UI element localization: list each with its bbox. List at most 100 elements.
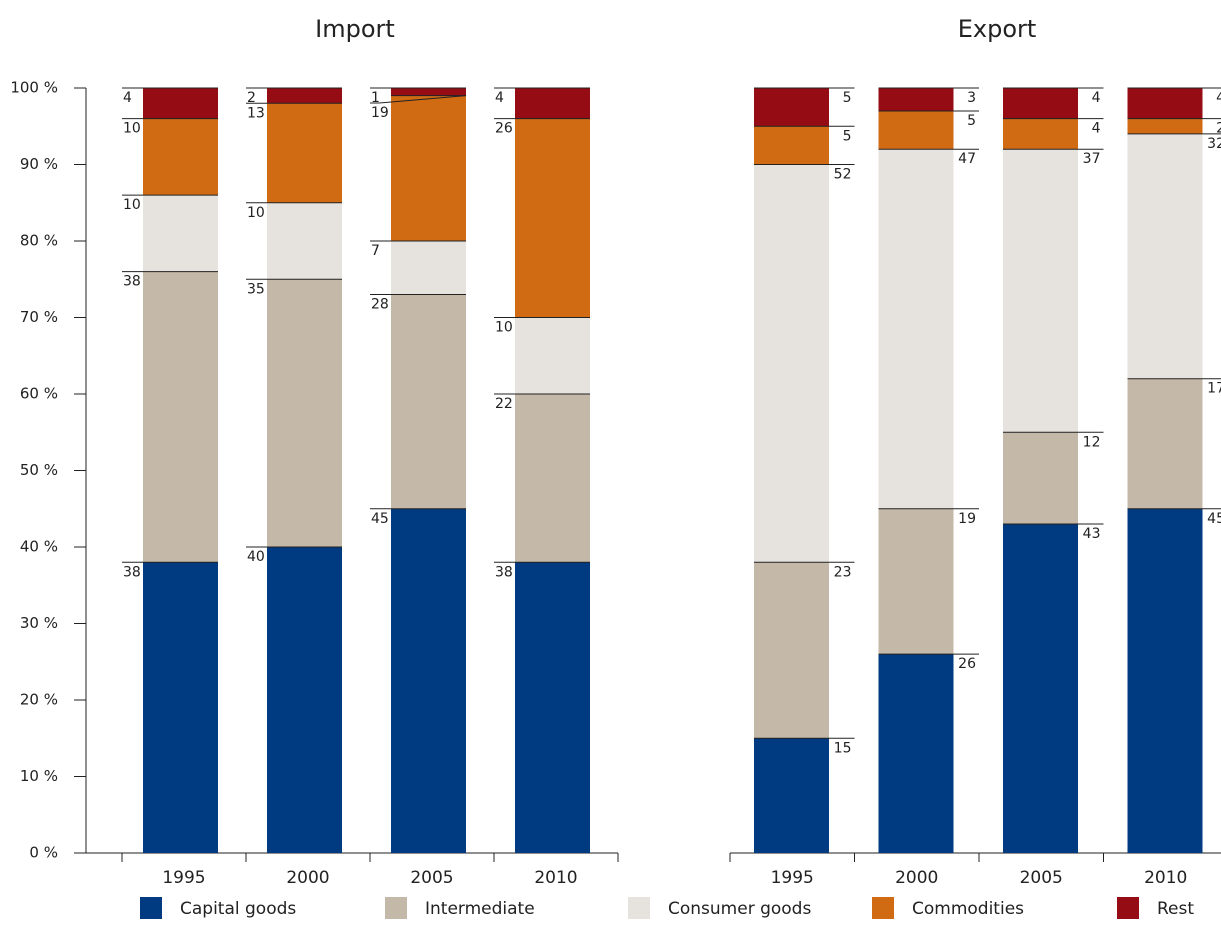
bar-segment (143, 271, 218, 563)
bar-segment (391, 88, 466, 96)
value-label: 38 (495, 564, 513, 580)
y-tick-label: 90 % (20, 155, 58, 173)
value-label: 3 (967, 90, 976, 106)
bar-segment (267, 279, 342, 547)
value-label: 5 (843, 128, 852, 144)
bar-segment (878, 508, 954, 655)
bar-segment (754, 126, 829, 165)
legend-swatch (872, 897, 894, 919)
value-label: 26 (495, 121, 513, 137)
bar-segment (1003, 524, 1078, 853)
bar-segment (754, 88, 829, 127)
value-label: 13 (247, 105, 265, 121)
leader-line (378, 95, 467, 104)
bar-segment (515, 88, 590, 119)
value-label: 43 (1083, 526, 1101, 542)
bar-segment (515, 317, 590, 394)
value-label: 35 (247, 281, 265, 297)
value-label: 28 (371, 297, 389, 313)
value-label: 23 (834, 564, 852, 580)
value-label: 22 (495, 396, 513, 412)
x-tick-label: 2010 (1144, 868, 1187, 888)
value-label: 4 (495, 90, 504, 106)
y-tick-label: 60 % (20, 385, 58, 403)
x-tick-label: 2005 (410, 868, 453, 888)
value-label: 1 (371, 90, 380, 106)
bar-segment (1127, 133, 1203, 379)
bar-segment (1127, 378, 1203, 509)
value-label: 10 (495, 320, 513, 336)
bar-segment (754, 738, 829, 853)
y-tick-label: 70 % (20, 308, 58, 326)
value-label: 38 (123, 564, 141, 580)
legend-label: Intermediate (425, 899, 535, 919)
bar-segment (267, 202, 342, 280)
bar-segment (515, 118, 590, 318)
bar-segment (143, 118, 218, 196)
bar-segment (878, 88, 954, 111)
value-label: 45 (1207, 511, 1221, 527)
value-label: 32 (1207, 136, 1221, 152)
bar-segment (1003, 149, 1078, 433)
value-label: 47 (958, 151, 976, 167)
value-label: 4 (1092, 90, 1101, 106)
x-tick-label: 2000 (895, 868, 938, 888)
bar-segment (1127, 508, 1203, 853)
bar-segment (515, 394, 590, 563)
bar-segment (754, 164, 829, 563)
x-tick-label: 2010 (534, 868, 577, 888)
legend-swatch (1117, 897, 1139, 919)
bar-segment (391, 241, 466, 295)
y-tick-label: 80 % (20, 232, 58, 250)
bar-segment (1003, 88, 1078, 119)
chart-title: Export (958, 15, 1037, 43)
value-label: 10 (123, 197, 141, 213)
value-label: 12 (1083, 434, 1101, 450)
value-label: 19 (371, 105, 389, 121)
bar-segment (143, 88, 218, 119)
y-tick-label: 50 % (20, 461, 58, 479)
bar-segment (1003, 118, 1078, 150)
x-tick-label: 2000 (286, 868, 329, 888)
x-tick-label: 1995 (771, 868, 814, 888)
value-label: 5 (967, 113, 976, 129)
value-label: 45 (371, 511, 389, 527)
legend-swatch (628, 897, 650, 919)
y-tick-label: 0 % (29, 844, 58, 862)
y-tick-label: 10 % (20, 767, 58, 785)
value-label: 2 (247, 90, 256, 106)
legend-swatch (385, 897, 407, 919)
bar-segment (143, 195, 218, 272)
y-tick-label: 20 % (20, 691, 58, 709)
value-label: 37 (1083, 151, 1101, 167)
value-label: 4 (1092, 121, 1101, 137)
bar-segment (391, 95, 466, 242)
value-label: 17 (1207, 381, 1221, 397)
bar-segment (267, 547, 342, 853)
legend-label: Consumer goods (668, 899, 811, 919)
bar-segment (878, 110, 954, 150)
x-tick-label: 2005 (1020, 868, 1063, 888)
y-tick-label: 30 % (20, 614, 58, 632)
value-label: 4 (1216, 90, 1221, 106)
bar-segment (391, 508, 466, 853)
value-label: 5 (843, 90, 852, 106)
chart-title: Import (315, 15, 395, 43)
bar-segment (143, 562, 218, 853)
legend-label: Commodities (912, 899, 1024, 919)
y-tick-label: 40 % (20, 538, 58, 556)
value-label: 15 (834, 740, 852, 756)
value-label: 10 (247, 205, 265, 221)
value-label: 38 (123, 274, 141, 290)
bar-segment (754, 562, 829, 739)
bar-segment (878, 654, 954, 853)
value-label: 40 (247, 549, 265, 565)
value-label: 7 (371, 243, 380, 259)
y-tick-label: 100 % (10, 79, 58, 97)
value-label: 52 (834, 167, 852, 183)
legend-swatch (140, 897, 162, 919)
value-label: 19 (958, 511, 976, 527)
bar-segment (267, 103, 342, 203)
legend-label: Capital goods (180, 899, 296, 919)
